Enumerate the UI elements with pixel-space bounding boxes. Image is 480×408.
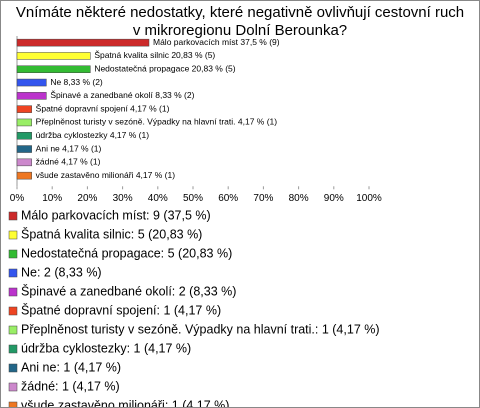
legend-label: Málo parkovacích míst: 9 (37,5 %): [21, 208, 211, 222]
legend-swatch: [8, 363, 18, 373]
data-label: Málo parkovacích míst 37,5 % (9): [153, 37, 280, 47]
bar: [16, 78, 47, 87]
data-label: Špinavé a zanedbané okolí 8,33 % (2): [50, 90, 194, 100]
data-label: Přeplněnost turisty v sezóně. Výpadky na…: [36, 117, 278, 127]
legend-label: žádné: 1 (4,17 %): [21, 379, 120, 393]
legend-label: údržba cyklostezky: 1 (4,17 %): [21, 341, 191, 355]
legend-swatch: [8, 249, 18, 259]
legend-label: Přeplněnost turisty v sezóně. Výpadky na…: [21, 322, 380, 336]
bar: [16, 158, 32, 167]
x-tick-label: 20%: [77, 193, 97, 204]
data-label: údržba cyklostezky 4,17 % (1): [36, 130, 150, 140]
bar: [16, 38, 150, 47]
bar: [16, 52, 91, 60]
x-tick-label: 80%: [289, 193, 309, 204]
legend-swatch: [8, 382, 18, 392]
x-tick-label: 30%: [113, 193, 133, 204]
x-tick-label: 50%: [183, 193, 203, 204]
legend-label: Ani ne: 1 (4,17 %): [21, 360, 121, 374]
data-label: Ani ne 4,17 % (1): [36, 143, 102, 153]
legend-label: Špatné dopravní spojení: 1 (4,17 %): [21, 302, 221, 317]
legend-swatch: [8, 344, 18, 354]
x-tick-label: 100%: [356, 193, 382, 204]
legend-swatch: [8, 325, 18, 335]
legend-label: Ne: 2 (8,33 %): [21, 265, 102, 279]
legend-swatch: [8, 287, 18, 297]
legend-swatch: [8, 401, 18, 407]
bar: [16, 92, 47, 100]
bar: [16, 145, 32, 153]
x-tick-label: 0%: [10, 193, 25, 204]
x-tick-label: 60%: [218, 193, 238, 204]
legend-swatch: [8, 268, 18, 278]
legend-swatch: [8, 211, 18, 221]
x-tick-label: 90%: [324, 193, 344, 204]
legend-label: Špatná kvalita silnic: 5 (20,83 %): [21, 226, 202, 241]
bar: [16, 171, 32, 180]
bar: [16, 132, 32, 140]
legend-label: Špinavé a zanedbané okolí: 2 (8,33 %): [21, 283, 236, 298]
data-label: Špatná kvalita silnic 20,83 % (5): [94, 50, 215, 60]
data-label: Špatné dopravní spojení 4,17 % (1): [36, 103, 170, 113]
legend-swatch: [8, 230, 18, 240]
legend-label: Nedostatečná propagace: 5 (20,83 %): [21, 246, 232, 260]
bar: [16, 118, 32, 127]
chart-title: Vnímáte některé nedostatky, které negati…: [15, 4, 465, 39]
bar: [16, 65, 91, 73]
data-label: žádné 4,17 % (1): [36, 157, 101, 167]
legend-label: všude zastavěno milionáři: 1 (4,17 %): [21, 398, 229, 407]
x-tick-label: 40%: [148, 193, 168, 204]
data-label: Nedostatečná propagace 20,83 % (5): [94, 64, 235, 74]
bar: [16, 105, 32, 113]
data-label: Ne 8,33 % (2): [50, 77, 103, 87]
legend-swatch: [8, 306, 18, 316]
x-tick-label: 10%: [42, 193, 62, 204]
x-tick-label: 70%: [253, 193, 273, 204]
data-label: všude zastavěno milionáři 4,17 % (1): [36, 170, 176, 180]
